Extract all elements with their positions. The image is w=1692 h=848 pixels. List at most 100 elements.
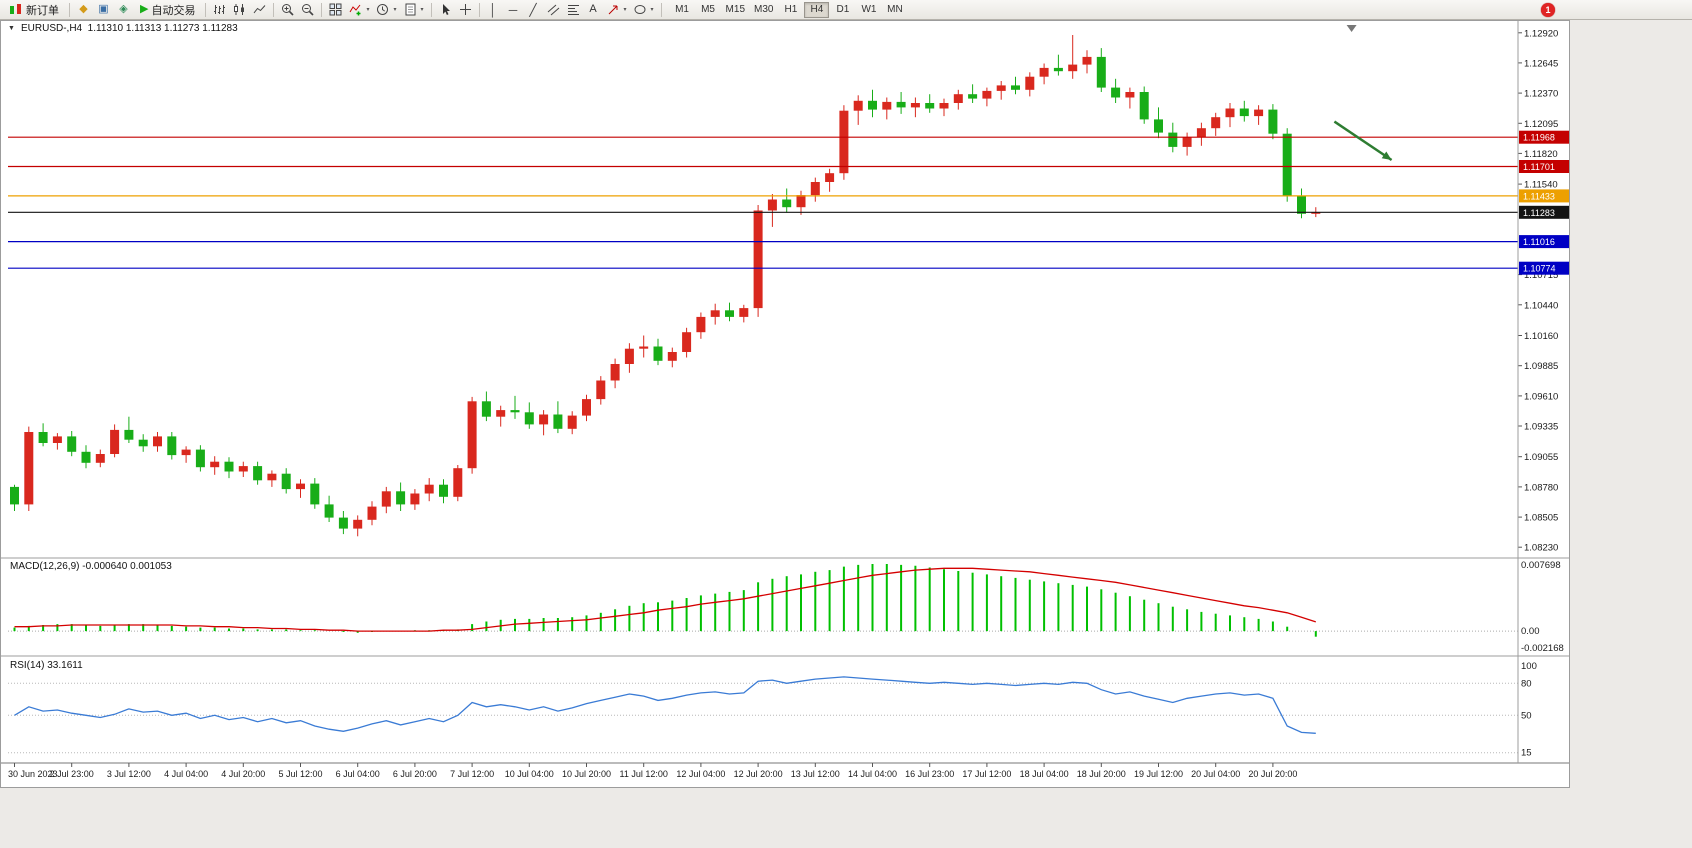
chevron-down-icon: ▾	[650, 7, 654, 13]
metaeditor-icon: ◆	[79, 3, 88, 15]
svg-text:1.10774: 1.10774	[1523, 264, 1556, 274]
timeframe-group: M1 M5 M15 M30 H1 H4 D1 W1 MN	[670, 1, 908, 18]
shapes-icon	[634, 5, 646, 14]
timeframe-mn-button[interactable]: MN	[882, 2, 907, 18]
notification-badge[interactable]: 1	[1541, 3, 1555, 17]
svg-text:12 Jul 04:00: 12 Jul 04:00	[676, 769, 725, 779]
svg-text:1.12920: 1.12920	[1524, 28, 1558, 39]
chart-shift-marker-icon[interactable]	[1346, 25, 1357, 32]
data-window-button[interactable]: ◈	[114, 1, 133, 18]
vertical-line-tool-button[interactable]: │	[484, 1, 503, 18]
timeframe-m30-button[interactable]: M30	[750, 2, 777, 18]
svg-text:1.12645: 1.12645	[1524, 58, 1558, 69]
timeframe-m15-button[interactable]: M15	[722, 2, 749, 18]
svg-text:17 Jul 12:00: 17 Jul 12:00	[962, 769, 1011, 779]
horizontal-line-icon: ─	[508, 2, 518, 17]
templates-button[interactable]: ▾	[401, 1, 427, 18]
tile-windows-icon	[329, 3, 342, 16]
data-window-icon: ◈	[119, 3, 128, 15]
arrow-annotation[interactable]	[1333, 120, 1393, 162]
indicators-button[interactable]: ▾	[346, 1, 372, 18]
svg-text:10 Jul 04:00: 10 Jul 04:00	[505, 769, 554, 779]
cursor-icon	[442, 4, 450, 15]
bar-chart-button[interactable]	[210, 1, 229, 18]
toolbar-separator	[273, 2, 275, 17]
crosshair-icon	[459, 4, 471, 15]
svg-text:13 Jul 12:00: 13 Jul 12:00	[791, 769, 840, 779]
channel-icon	[547, 4, 559, 16]
svg-text:1.09610: 1.09610	[1524, 391, 1558, 402]
macd-pane: 0.007698 0.00 -0.002168	[8, 560, 1564, 654]
svg-text:1.08505: 1.08505	[1524, 513, 1558, 524]
svg-text:1.12370: 1.12370	[1524, 89, 1558, 100]
svg-text:1.11820: 1.11820	[1524, 149, 1558, 160]
periods-button[interactable]: ▾	[373, 1, 399, 18]
arrows-tool-button[interactable]: ▾	[604, 1, 630, 18]
shapes-tool-button[interactable]: ▾	[631, 1, 657, 18]
svg-text:11 Jul 12:00: 11 Jul 12:00	[620, 769, 668, 779]
svg-text:18 Jul 20:00: 18 Jul 20:00	[1077, 769, 1126, 779]
metaeditor-button[interactable]: ◆	[74, 1, 93, 18]
svg-text:12 Jul 20:00: 12 Jul 20:00	[734, 769, 783, 779]
svg-text:4 Jul 20:00: 4 Jul 20:00	[221, 769, 265, 779]
timeframe-m5-button[interactable]: M5	[696, 2, 721, 18]
fibonacci-tool-button[interactable]	[564, 1, 583, 18]
tile-windows-button[interactable]	[326, 1, 345, 18]
svg-text:2 Jul 23:00: 2 Jul 23:00	[50, 769, 94, 779]
timeframe-h1-button[interactable]: H1	[778, 2, 803, 18]
svg-text:50: 50	[1521, 710, 1532, 721]
autotrading-button[interactable]: ▶ 自动交易	[134, 1, 201, 18]
svg-text:18 Jul 04:00: 18 Jul 04:00	[1020, 769, 1069, 779]
price-badges: 1.11968 1.11701 1.11433 1.11283 1.11016 1.107…	[1519, 130, 1569, 275]
svg-text:20 Jul 04:00: 20 Jul 04:00	[1191, 769, 1240, 779]
candlestick-chart-button[interactable]	[230, 1, 249, 18]
new-order-icon	[10, 4, 21, 14]
svg-text:1.10440: 1.10440	[1524, 300, 1558, 311]
zoom-out-button[interactable]	[298, 1, 317, 18]
new-order-button[interactable]: 新订单	[3, 1, 65, 18]
toolbar-separator	[660, 2, 662, 17]
line-chart-button[interactable]	[250, 1, 269, 18]
svg-text:1.09055: 1.09055	[1524, 452, 1558, 463]
clock-icon	[377, 4, 389, 15]
toolbar-separator	[205, 2, 207, 17]
indicators-icon	[350, 4, 361, 16]
svg-text:20 Jul 20:00: 20 Jul 20:00	[1248, 769, 1297, 779]
one-click-trading-toggle-icon[interactable]: ▼	[8, 25, 15, 32]
crosshair-button[interactable]	[456, 1, 475, 18]
timeframe-d1-button[interactable]: D1	[830, 2, 855, 18]
svg-text:16 Jul 23:00: 16 Jul 23:00	[905, 769, 954, 779]
svg-text:4 Jul 04:00: 4 Jul 04:00	[164, 769, 208, 779]
fibonacci-icon	[567, 5, 579, 15]
horizontal-line-tool-button[interactable]: ─	[504, 1, 523, 18]
market-watch-button[interactable]: ▣	[94, 1, 113, 18]
svg-text:19 Jul 12:00: 19 Jul 12:00	[1134, 769, 1183, 779]
svg-text:1.09335: 1.09335	[1524, 422, 1558, 433]
svg-text:30 Jun 2023: 30 Jun 2023	[8, 769, 58, 779]
svg-text:6 Jul 20:00: 6 Jul 20:00	[393, 769, 437, 779]
timeframe-m1-button[interactable]: M1	[670, 2, 695, 18]
cursor-button[interactable]	[436, 1, 455, 18]
svg-text:6 Jul 04:00: 6 Jul 04:00	[336, 769, 380, 779]
price-scale[interactable]: 1.12920 1.12645 1.12370 1.12095 1.11820 1.115…	[1518, 28, 1558, 554]
svg-text:1.08780: 1.08780	[1524, 482, 1558, 493]
svg-text:1.10715: 1.10715	[1524, 270, 1558, 281]
zoom-in-button[interactable]	[278, 1, 297, 18]
trendline-tool-button[interactable]: ╱	[524, 1, 543, 18]
channel-tool-button[interactable]	[544, 1, 563, 18]
text-tool-button[interactable]: A	[584, 1, 603, 18]
svg-text:1.11540: 1.11540	[1524, 180, 1558, 191]
horizontal-lines[interactable]	[8, 136, 1518, 269]
main-toolbar: 新订单 ◆ ▣ ◈ ▶ 自动交易 ▾	[0, 0, 1692, 20]
timeframe-h4-button[interactable]: H4	[804, 1, 830, 18]
template-icon	[405, 3, 415, 16]
svg-text:1.11968: 1.11968	[1523, 133, 1555, 143]
toolbar-separator	[430, 2, 432, 17]
text-icon: A	[589, 3, 597, 15]
timeframe-w1-button[interactable]: W1	[856, 2, 881, 18]
trendline-icon: ╱	[529, 2, 537, 17]
svg-text:15: 15	[1521, 748, 1532, 759]
svg-text:0.007698: 0.007698	[1521, 560, 1561, 571]
